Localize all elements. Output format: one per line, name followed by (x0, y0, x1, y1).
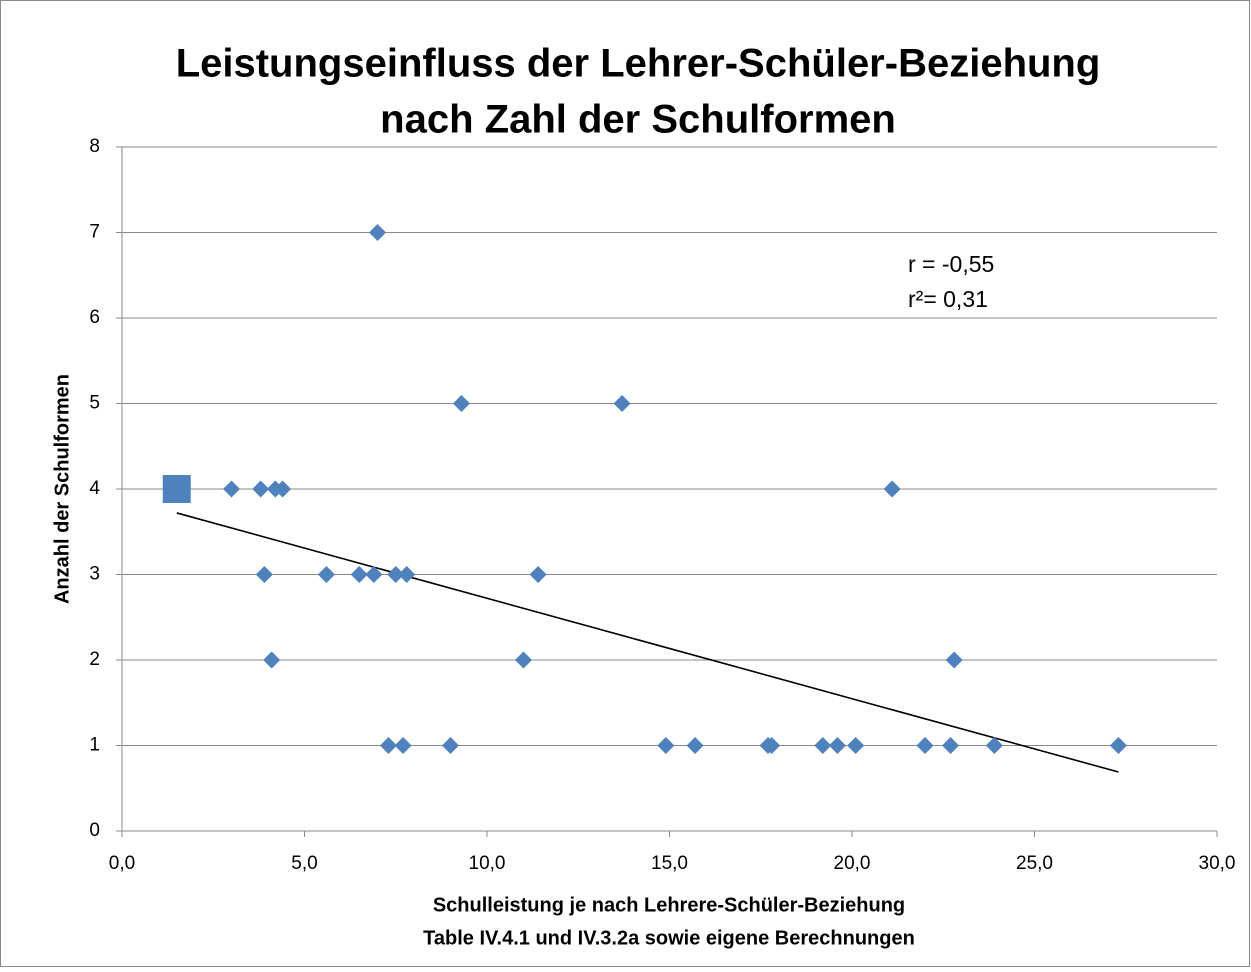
y-tick-label: 8 (89, 136, 100, 157)
data-point (369, 224, 386, 241)
data-point (379, 737, 397, 754)
data-point (814, 737, 832, 754)
y-tick-label: 0 (89, 820, 100, 841)
x-tick-label: 10,0 (469, 853, 506, 874)
data-point (398, 566, 416, 583)
annotation: r²= 0,31 (908, 286, 988, 312)
y-tick-label: 4 (89, 478, 100, 499)
data-point (1109, 737, 1127, 754)
y-tick-label: 2 (89, 649, 100, 670)
data-point (613, 395, 631, 412)
data-point (847, 737, 865, 754)
data-point (394, 737, 412, 754)
data-point (945, 651, 963, 669)
data-point (515, 651, 532, 669)
data-point (657, 737, 675, 754)
data-point (985, 737, 1003, 754)
x-tick-label: 15,0 (651, 853, 688, 874)
y-tick-label: 1 (89, 735, 100, 756)
y-tick-label: 5 (89, 393, 100, 414)
y-tick-label: 6 (89, 307, 100, 328)
x-tick-label: 25,0 (1016, 853, 1053, 874)
trendline (176, 512, 1119, 773)
source-note: Table IV.4.1 und IV.3.2a sowie eigene Be… (423, 927, 915, 949)
chart-title: Leistungseinfluss der Lehrer-Schüler-Bez… (176, 42, 1101, 86)
data-point (763, 737, 781, 754)
data-point (263, 651, 281, 669)
data-point (883, 480, 901, 498)
data-point (252, 480, 270, 498)
data-point (255, 566, 273, 583)
data-point (274, 480, 292, 498)
y-tick-label: 7 (89, 222, 100, 243)
chart-title: nach Zahl der Schulformen (380, 98, 896, 142)
data-point (916, 737, 934, 754)
data-point (162, 475, 191, 503)
x-tick-label: 0,0 (109, 853, 135, 874)
x-tick-label: 5,0 (291, 853, 317, 874)
data-point (223, 480, 240, 498)
data-point (942, 737, 960, 754)
data-point (442, 737, 459, 754)
y-axis-label: Anzahl der Schulformen (51, 374, 73, 604)
data-point (365, 566, 383, 583)
data-point (452, 395, 470, 412)
x-tick-label: 20,0 (834, 853, 871, 874)
y-tick-label: 3 (89, 564, 100, 585)
annotation: r = -0,55 (908, 251, 994, 277)
data-point (686, 737, 704, 754)
data-point (529, 566, 547, 583)
data-point (387, 566, 405, 583)
data-point (317, 566, 335, 583)
x-tick-label: 30,0 (1199, 853, 1236, 874)
data-point (350, 566, 368, 583)
data-point (828, 737, 846, 754)
x-axis-label: Schulleistung je nach Lehrere-Schüler-Be… (433, 894, 905, 916)
